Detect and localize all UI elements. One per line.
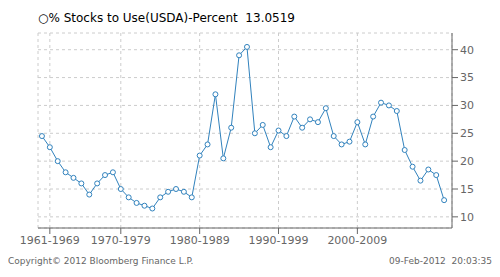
svg-text:30: 30 <box>460 99 474 112</box>
html-text:○% Stocks to Use(USDA)-Percent: ○% Stocks to Use(USDA)-Percent 13.0519 <box>38 11 295 25</box>
svg-text:1970-1979: 1970-1979 <box>91 234 151 247</box>
svg-text:40: 40 <box>460 44 474 57</box>
svg-text:1990-1999: 1990-1999 <box>249 234 309 247</box>
svg-text:10: 10 <box>460 211 474 224</box>
svg-text:35: 35 <box>460 71 474 84</box>
svg-text:15: 15 <box>460 183 474 196</box>
svg-text:1980-1989: 1980-1989 <box>170 234 230 247</box>
svg-text:20: 20 <box>460 155 474 168</box>
html-text:Copyright© 2012 Bloomberg Fina: Copyright© 2012 Bloomberg Finance L.P. <box>8 256 194 266</box>
svg-text:1961-1969: 1961-1969 <box>20 234 80 247</box>
html-text:09-Feb-2012 20:03:35: 09-Feb-2012 20:03:35 <box>389 256 492 266</box>
svg-text:25: 25 <box>460 127 474 140</box>
svg-text:2000-2009: 2000-2009 <box>327 234 387 247</box>
